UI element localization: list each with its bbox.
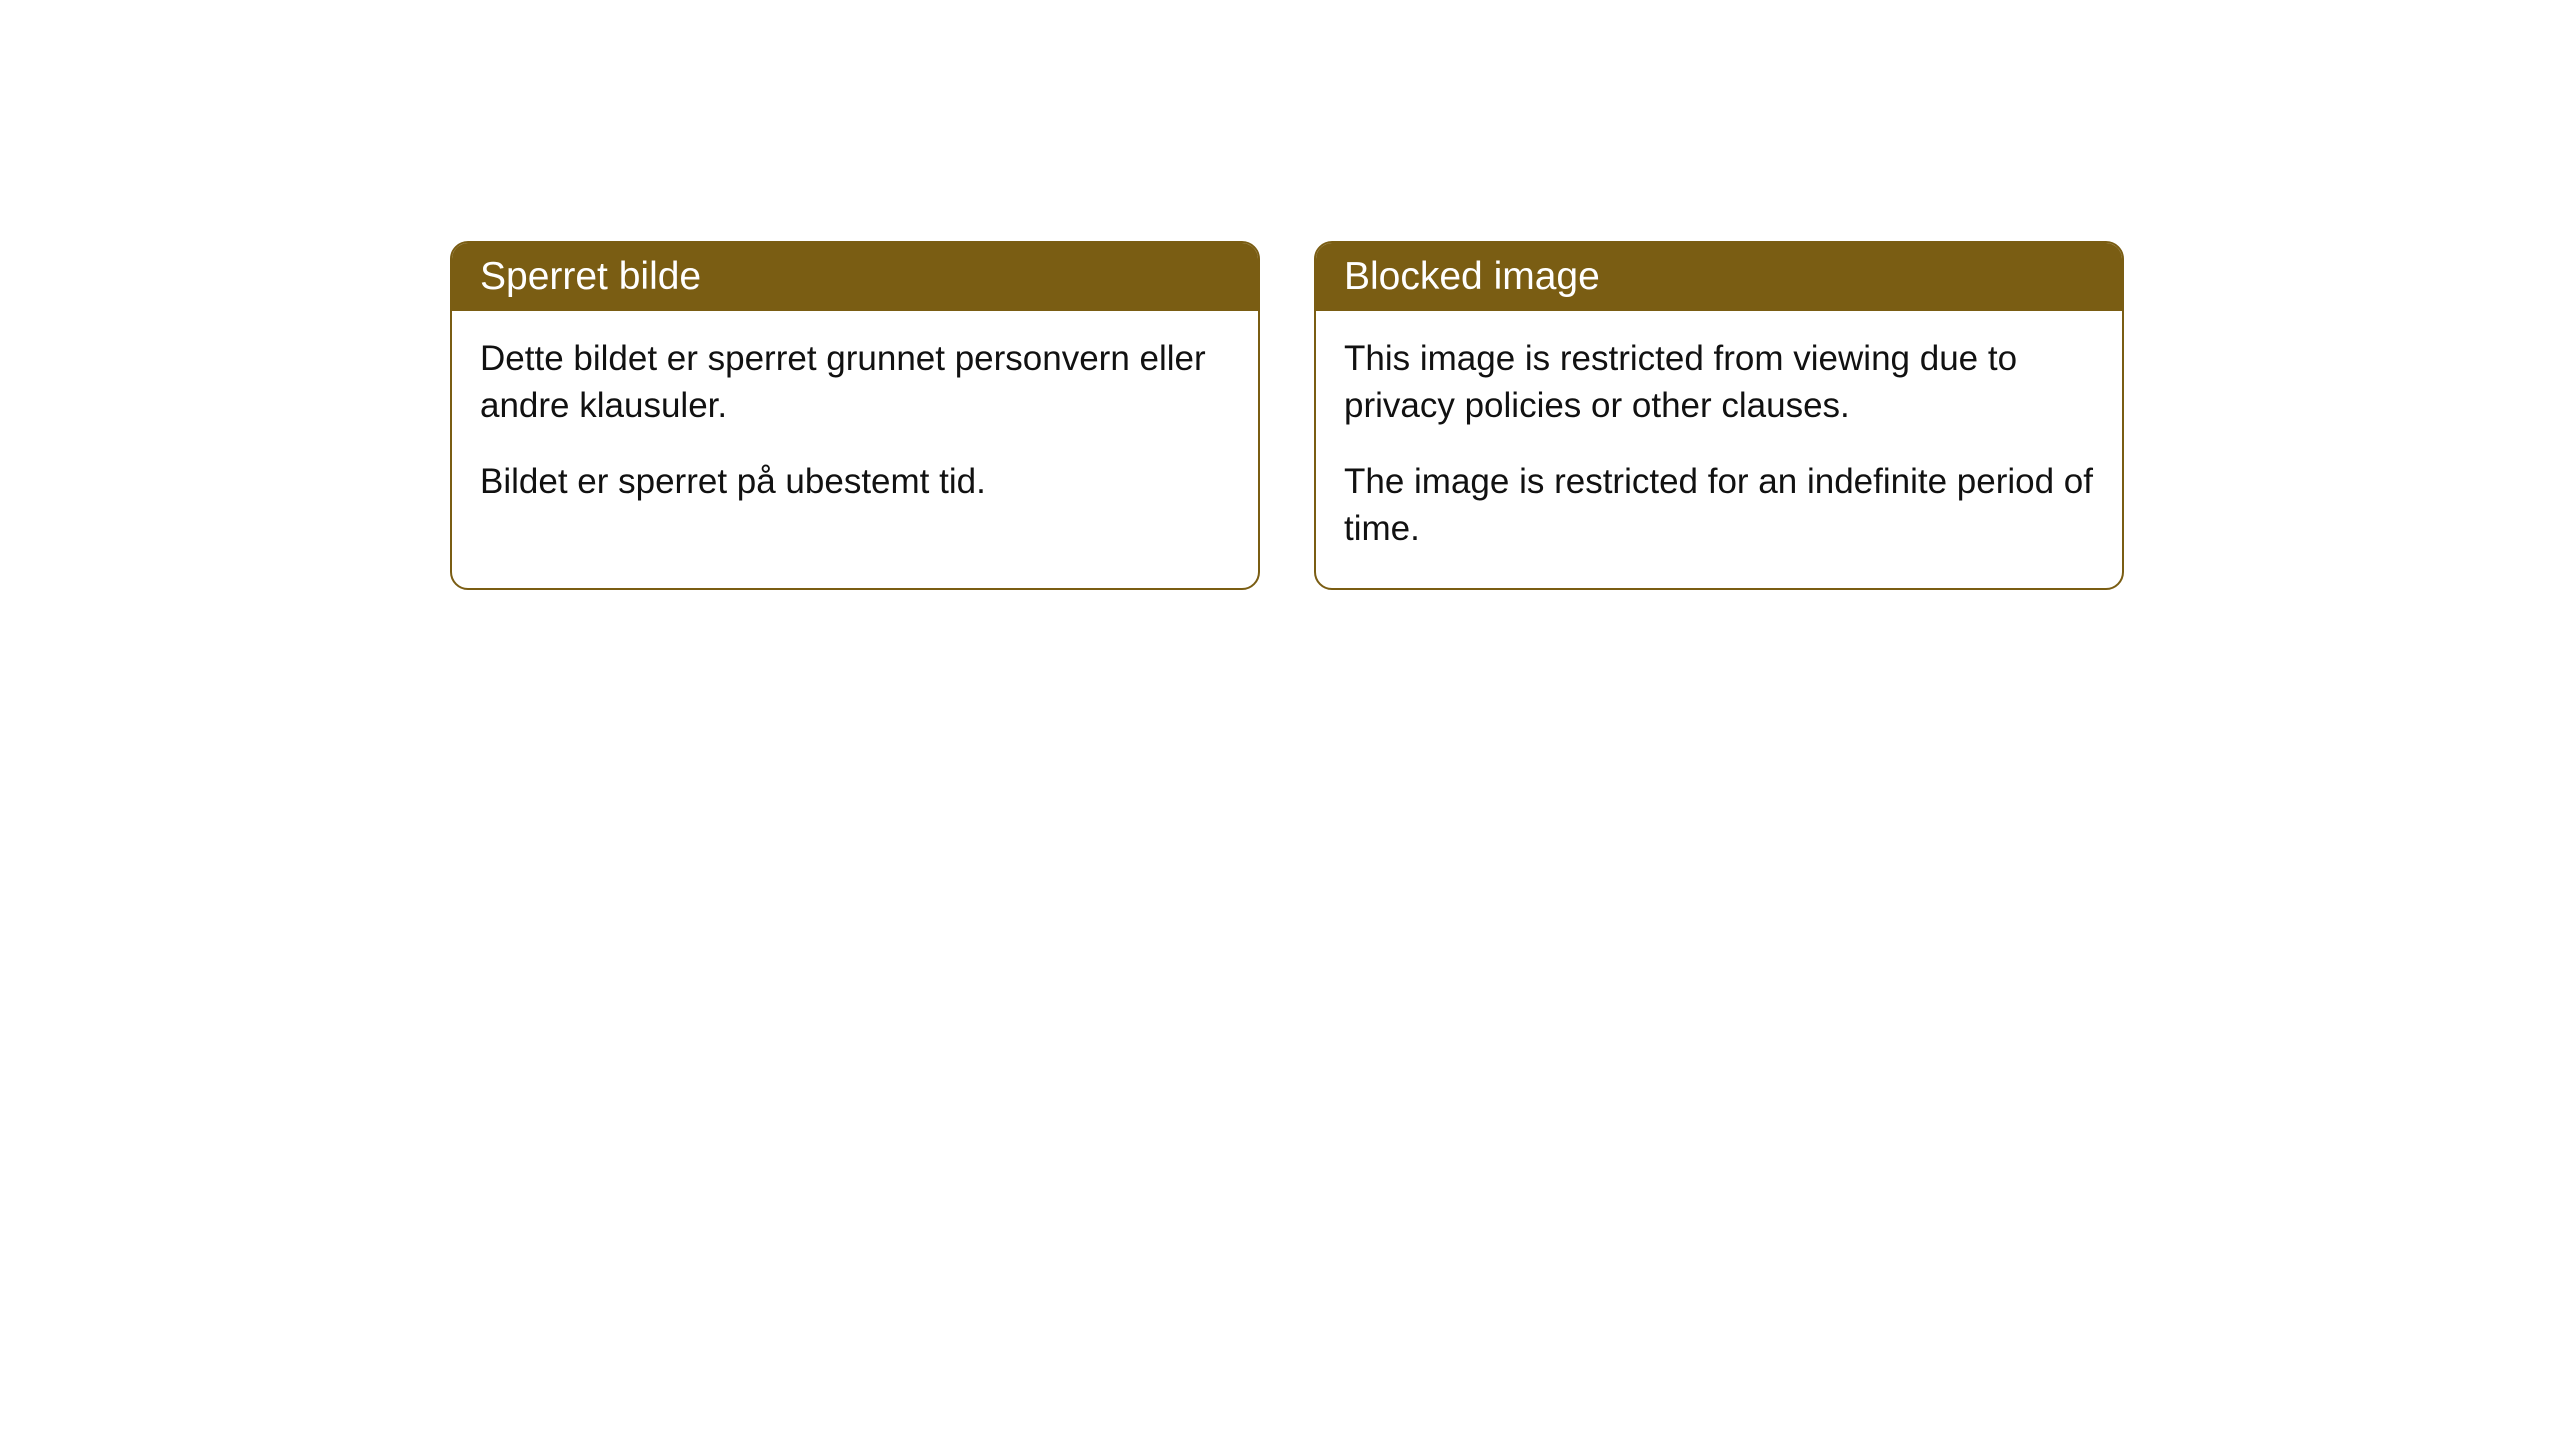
card-title: Blocked image (1316, 243, 2122, 311)
card-body: Dette bildet er sperret grunnet personve… (452, 311, 1258, 541)
notice-card-english: Blocked image This image is restricted f… (1314, 241, 2124, 590)
card-paragraph: This image is restricted from viewing du… (1344, 335, 2094, 430)
notice-container: Sperret bilde Dette bildet er sperret gr… (450, 241, 2124, 590)
card-paragraph: The image is restricted for an indefinit… (1344, 458, 2094, 553)
notice-card-norwegian: Sperret bilde Dette bildet er sperret gr… (450, 241, 1260, 590)
card-paragraph: Bildet er sperret på ubestemt tid. (480, 458, 1230, 505)
card-paragraph: Dette bildet er sperret grunnet personve… (480, 335, 1230, 430)
card-title: Sperret bilde (452, 243, 1258, 311)
card-body: This image is restricted from viewing du… (1316, 311, 2122, 588)
